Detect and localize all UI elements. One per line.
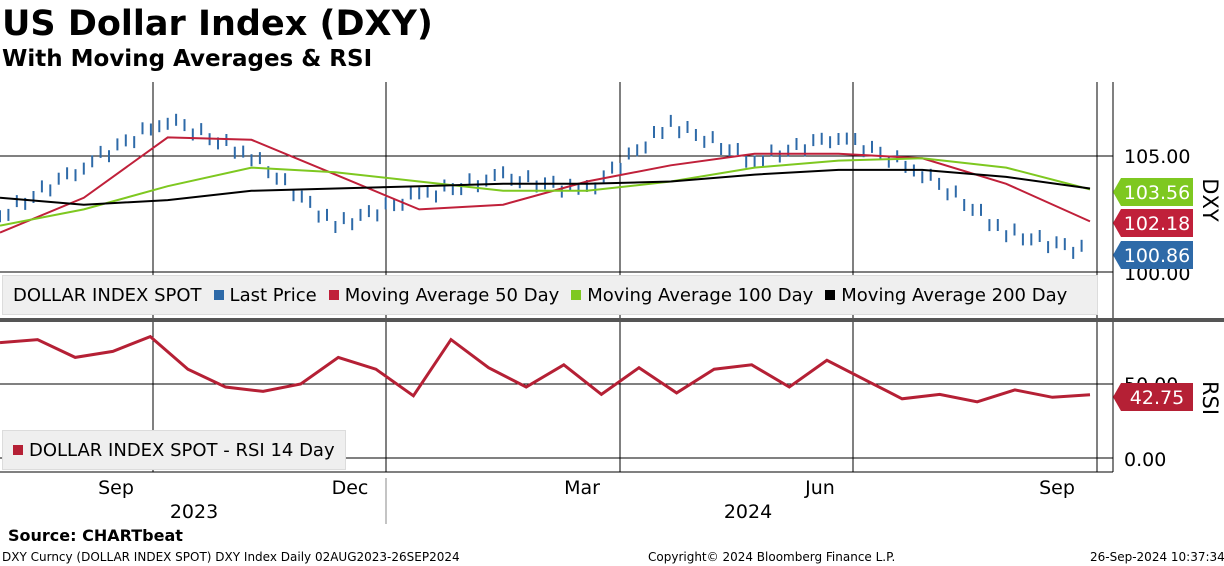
value-tag-rsi: 42.75 [1130,387,1184,409]
series-line-moving-average-50-day [0,136,1091,234]
price-legend: DOLLAR INDEX SPOT Last Price Moving Aver… [2,275,1098,315]
chart-subtitle: With Moving Averages & RSI [2,46,373,72]
value-tag-ma100: 103.56 [1124,182,1190,204]
footer-center: Copyright© 2024 Bloomberg Finance L.P. [648,550,896,564]
price-series-group [0,113,1091,259]
legend-label-ma50: Moving Average 50 Day [344,284,560,306]
value-tags: 103.56 102.18 100.86 42.75 [1113,178,1193,411]
x-axis: Sep Dec Mar Jun Sep 2023 2024 [0,471,1113,524]
source-note: Source: CHARTbeat [8,526,183,545]
legend-swatch-ma100 [571,290,582,300]
price-axis-label: DXY [1198,178,1222,222]
legend-swatch-ma50 [328,290,339,300]
legend-label-rsi: DOLLAR INDEX SPOT - RSI 14 Day [29,439,335,461]
legend-label-ma100: Moving Average 100 Day [587,284,814,306]
value-tag-ma100-box [1113,178,1193,206]
footer-left: DXY Curncy (DOLLAR INDEX SPOT) DXY Index… [2,550,460,564]
value-tag-last-price: 100.86 [1124,245,1190,267]
value-tag-ma50: 102.18 [1124,213,1190,235]
x-tick-label: Sep [98,477,134,499]
price-panel [0,82,1114,318]
legend-swatch-ma200 [825,290,836,300]
value-tag-rsi-box [1113,383,1193,411]
rsi-tick-label: 0.00 [1124,449,1166,471]
legend-label-last-price: Last Price [229,284,317,306]
year-label: 2023 [170,501,218,523]
chart-title: US Dollar Index (DXY) [2,4,433,44]
series-line-moving-average-200-day [0,168,1091,206]
right-axis: 105.00 100.00 50.00 0.00 DXY RSI 103.561… [1113,146,1222,471]
rsi-legend: DOLLAR INDEX SPOT - RSI 14 Day [2,430,346,470]
legend-swatch-rsi [13,445,23,455]
rsi-series-group [0,334,1091,404]
legend-swatch-last-price [213,290,224,300]
rsi-axis-label: RSI [1198,381,1222,415]
year-label: 2024 [724,501,772,523]
x-tick-label: Dec [332,477,369,499]
x-tick-label: Mar [564,477,600,499]
x-tick-label: Sep [1039,477,1075,499]
value-tag-ma50-box [1113,209,1193,237]
x-tick-label: Jun [804,477,835,499]
value-tag-last-price-box [1113,241,1193,269]
footer-right: 26-Sep-2024 10:37:34 [1090,550,1224,564]
legend-title: DOLLAR INDEX SPOT [13,284,202,306]
price-tick-label: 105.00 [1124,146,1190,168]
series-line-rsi [0,334,1091,404]
legend-label-ma200: Moving Average 200 Day [841,284,1068,306]
series-line-moving-average-100-day [0,157,1091,227]
